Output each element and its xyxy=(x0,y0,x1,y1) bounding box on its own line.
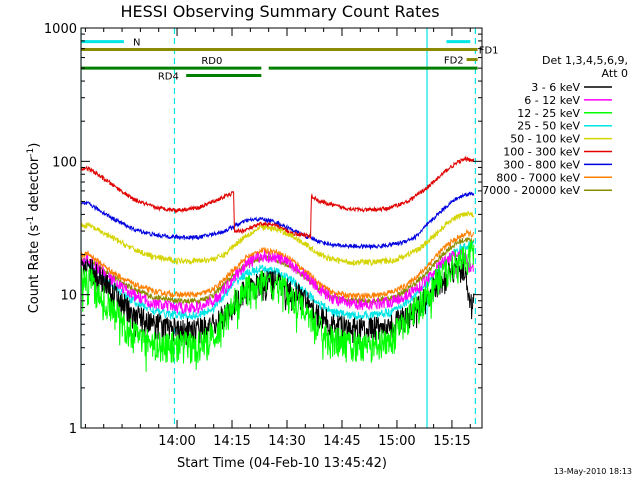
series-line-5 xyxy=(81,155,475,240)
legend-entry-label: 100 - 300 keV xyxy=(503,146,580,159)
legend-entry-label: 6 - 12 keV xyxy=(524,94,580,107)
y-tick-label: 1 xyxy=(69,422,77,437)
x-tick-label: 14:45 xyxy=(323,434,360,449)
legend-entry-label: 7000 - 20000 keV xyxy=(482,184,580,197)
y-tick-label: 100 xyxy=(52,155,77,170)
series-line-3 xyxy=(81,240,475,321)
legend-entry-label: 50 - 100 keV xyxy=(510,133,580,146)
x-tick-label: 14:15 xyxy=(213,434,250,449)
y-tick-label: 1000 xyxy=(44,22,77,37)
x-axis-label: Start Time (04-Feb-10 13:45:42) xyxy=(177,456,387,471)
x-tick-label: 14:00 xyxy=(158,434,195,449)
series-line-4 xyxy=(81,210,475,268)
generation-timestamp: 13-May-2010 18:13 xyxy=(554,467,632,476)
state-label-fd1: FD1 xyxy=(479,45,499,56)
legend-entry-label: 25 - 50 keV xyxy=(517,120,580,133)
legend-entry-label: 800 - 7000 keV xyxy=(496,171,580,184)
series-line-2 xyxy=(81,239,475,372)
chart-title: HESSI Observing Summary Count Rates xyxy=(120,2,439,21)
legend-entry-label: 300 - 800 keV xyxy=(503,158,580,171)
state-label-fd2: FD2 xyxy=(444,56,464,67)
x-tick-label: 15:15 xyxy=(433,434,470,449)
series-line-8 xyxy=(81,237,475,306)
state-label-n: N xyxy=(133,38,140,49)
legend-entry-label: 3 - 6 keV xyxy=(531,81,580,94)
state-label-rd0: RD0 xyxy=(201,56,222,67)
x-tick-label: 14:30 xyxy=(268,434,305,449)
legend-entry-label: 12 - 25 keV xyxy=(517,107,580,120)
series-line-6 xyxy=(81,191,475,251)
legend-header-attenuator: Att 0 xyxy=(602,67,628,80)
series-line-1 xyxy=(81,249,474,315)
plot-frame xyxy=(80,27,483,429)
y-axis-label: Count Rate (s-1 detector-1) xyxy=(26,143,42,314)
y-tick-label: 10 xyxy=(60,289,77,304)
state-label-rd4: RD4 xyxy=(158,72,179,83)
legend-header-detectors: Det 1,3,4,5,6,9, xyxy=(542,54,628,67)
x-tick-label: 15:00 xyxy=(378,434,415,449)
